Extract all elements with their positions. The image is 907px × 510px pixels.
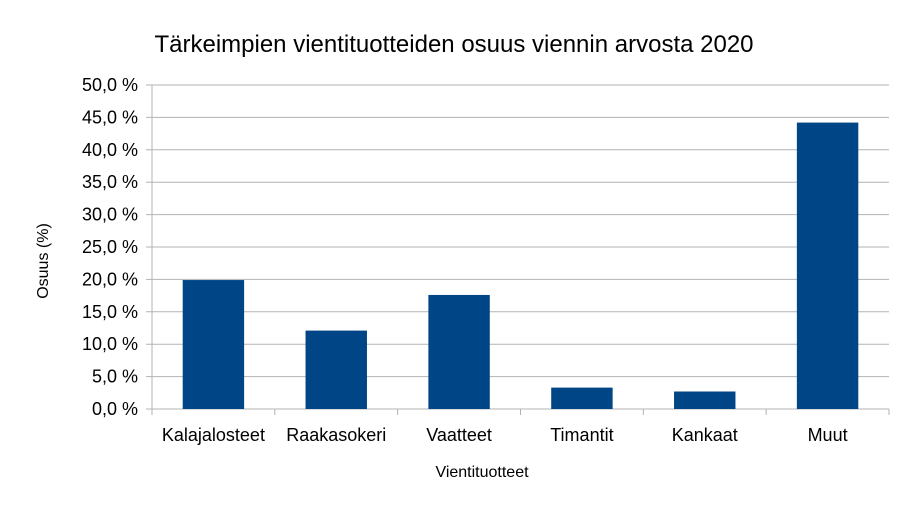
bars (182, 122, 859, 410)
x-axis-label: Vientituotteet (435, 464, 529, 481)
x-tick-label: Kankaat (672, 425, 738, 445)
bar-timantit (551, 387, 613, 409)
x-tick-label: Vaatteet (426, 425, 492, 445)
x-tick-label: Raakasokeri (286, 425, 386, 445)
y-tick-label: 10,0 % (82, 334, 138, 354)
y-tick-label: 20,0 % (82, 269, 138, 289)
bar-raakasokeri (305, 330, 367, 409)
x-tick-label: Kalajalosteet (162, 425, 265, 445)
y-tick-label: 50,0 % (82, 75, 138, 95)
bar-kalajalosteet (182, 280, 245, 409)
y-axis-label: Osuus (%) (35, 223, 52, 299)
bar-kankaat (674, 391, 736, 409)
x-tick-label: Timantit (550, 425, 613, 445)
grid-lines (146, 84, 889, 410)
y-tick-label: 40,0 % (82, 140, 138, 160)
y-axis-ticks: 0,0 % 5,0 % 10,0 % 15,0 % 20,0 % 25,0 % 30,0 %… (82, 75, 138, 419)
bar-vaatteet (428, 294, 490, 409)
x-axis-ticks: Kalajalosteet Raakasokeri Vaatteet Timantit… (151, 409, 890, 445)
bar-muut (796, 122, 859, 410)
y-tick-label: 15,0 % (82, 302, 138, 322)
y-tick-label: 45,0 % (82, 107, 138, 127)
x-tick-label: Muut (808, 425, 848, 445)
y-tick-label: 25,0 % (82, 237, 138, 257)
chart-title: Tärkeimpien vientituotteiden osuus vienn… (154, 31, 753, 58)
y-tick-label: 35,0 % (82, 172, 138, 192)
y-tick-label: 30,0 % (82, 205, 138, 225)
y-tick-label: 0,0 % (92, 399, 138, 419)
y-tick-label: 5,0 % (92, 367, 138, 387)
